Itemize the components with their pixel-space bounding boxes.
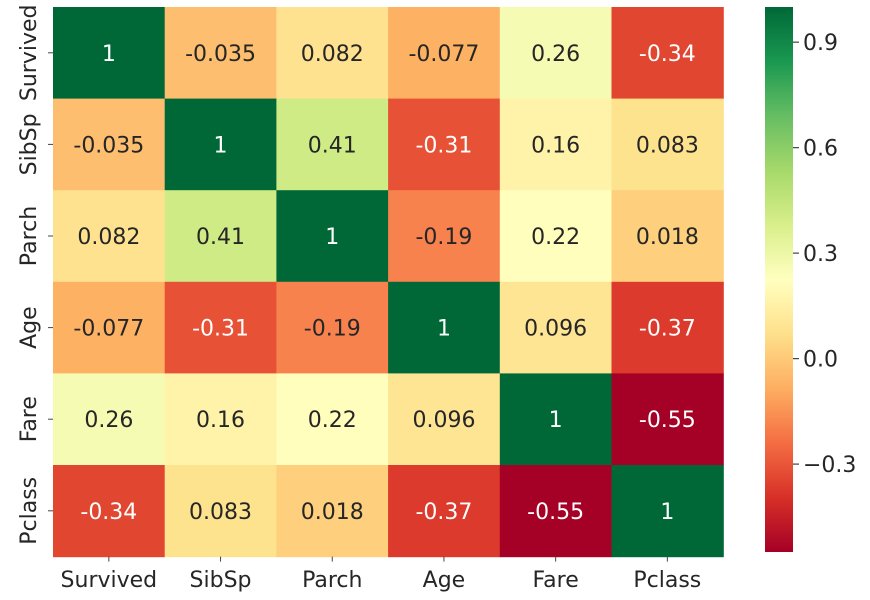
y-tick-label: Parch bbox=[17, 206, 42, 266]
cell-annotation: 0.096 bbox=[412, 408, 475, 433]
colorbar-tick-label: −0.3 bbox=[803, 453, 856, 478]
heatmap-cell bbox=[611, 281, 724, 374]
heatmap-cell bbox=[276, 373, 389, 466]
heatmap-cell bbox=[164, 7, 277, 100]
cell-annotation: 1 bbox=[660, 500, 674, 525]
heatmap-cell bbox=[164, 465, 277, 558]
colorbar-tick-label: 0.3 bbox=[803, 242, 838, 267]
cell-annotation: 0.083 bbox=[636, 133, 699, 158]
heatmap-cell bbox=[611, 465, 724, 558]
cell-annotation: -0.19 bbox=[415, 225, 472, 250]
heatmap-cell bbox=[388, 373, 501, 466]
heatmap-cell bbox=[499, 190, 613, 283]
heatmap-cell bbox=[53, 373, 166, 466]
cell-annotation: 0.018 bbox=[636, 225, 699, 250]
cell-annotation: 0.22 bbox=[308, 408, 357, 433]
heatmap-cell bbox=[611, 190, 724, 283]
heatmap-cell bbox=[53, 190, 166, 283]
cell-annotation: -0.31 bbox=[192, 317, 249, 342]
cell-annotation: 0.41 bbox=[196, 225, 245, 250]
cell-annotation: -0.55 bbox=[639, 408, 696, 433]
heatmap-cell bbox=[276, 190, 389, 283]
cell-annotation: -0.55 bbox=[527, 500, 584, 525]
y-tick-label: Survived bbox=[17, 4, 42, 101]
colorbar-tick-label: 0.0 bbox=[803, 348, 838, 373]
heatmap-cell bbox=[611, 373, 724, 466]
cell-annotation: 1 bbox=[437, 317, 451, 342]
heatmap-cell bbox=[53, 465, 166, 558]
heatmap-cell bbox=[164, 373, 277, 466]
cell-annotation: -0.035 bbox=[185, 42, 256, 67]
cell-annotation: 0.082 bbox=[301, 42, 364, 67]
cell-annotation: 0.22 bbox=[531, 225, 580, 250]
cell-annotation: 1 bbox=[214, 133, 228, 158]
heatmap-cell bbox=[499, 465, 613, 558]
x-tick-label: Parch bbox=[302, 568, 362, 593]
cell-annotation: 1 bbox=[325, 225, 339, 250]
heatmap-cells bbox=[53, 7, 724, 558]
colorbar-tick-label: 0.6 bbox=[803, 137, 838, 162]
cell-annotation: -0.34 bbox=[80, 500, 137, 525]
cell-annotation: 0.26 bbox=[84, 408, 133, 433]
cell-annotation: -0.37 bbox=[639, 317, 696, 342]
y-tick-label: SibSp bbox=[17, 113, 42, 175]
heatmap-cell bbox=[53, 98, 166, 191]
heatmap-cell bbox=[53, 281, 166, 374]
heatmap-cell bbox=[388, 7, 501, 100]
x-tick-label: Pclass bbox=[633, 568, 701, 593]
heatmap-cell bbox=[499, 373, 613, 466]
cell-annotation: -0.31 bbox=[415, 133, 472, 158]
cell-annotation: 0.082 bbox=[77, 225, 140, 250]
heatmap-cell bbox=[499, 281, 613, 374]
y-tick-label: Age bbox=[17, 306, 42, 349]
heatmap-cell bbox=[276, 281, 389, 374]
cell-annotation: -0.34 bbox=[639, 42, 696, 67]
cell-annotation: 0.26 bbox=[531, 42, 580, 67]
cell-annotation: -0.37 bbox=[415, 500, 472, 525]
cell-annotation: 0.16 bbox=[196, 408, 245, 433]
heatmap-cell bbox=[388, 98, 501, 191]
cell-annotation: 0.16 bbox=[531, 133, 580, 158]
colorbar-ticks: 0.9 0.6 0.3 0.0 −0.3 bbox=[793, 31, 856, 478]
heatmap-cell bbox=[164, 281, 277, 374]
x-tick-label: Age bbox=[423, 568, 466, 593]
heatmap-cell bbox=[611, 98, 724, 191]
cell-annotation: -0.077 bbox=[73, 317, 144, 342]
cell-annotations: 1 -0.035 0.082 -0.077 0.26 -0.34 -0.035 1 0.41 -0… bbox=[73, 42, 698, 525]
y-tick-label: Pclass bbox=[17, 477, 42, 545]
colorbar bbox=[765, 7, 793, 552]
cell-annotation: 0.018 bbox=[301, 500, 364, 525]
x-tick-label: Fare bbox=[533, 568, 579, 593]
colorbar-tick-label: 0.9 bbox=[803, 31, 838, 56]
cell-annotation: 0.096 bbox=[524, 317, 587, 342]
heatmap-cell bbox=[164, 190, 277, 283]
cell-annotation: 1 bbox=[549, 408, 563, 433]
cell-annotation: 0.083 bbox=[189, 500, 252, 525]
heatmap-cell bbox=[388, 281, 501, 374]
heatmap-cell bbox=[276, 465, 389, 558]
cell-annotation: 1 bbox=[102, 42, 116, 67]
x-axis-tick-labels: Survived SibSp Parch Age Fare Pclass bbox=[61, 556, 701, 593]
y-tick-label: Fare bbox=[17, 396, 42, 442]
heatmap-cell bbox=[53, 7, 166, 100]
y-axis-tick-labels: Survived SibSp Parch Age Fare Pclass bbox=[17, 4, 53, 545]
heatmap-cell bbox=[611, 7, 724, 100]
heatmap-cell bbox=[388, 465, 501, 558]
cell-annotation: -0.19 bbox=[304, 317, 361, 342]
x-tick-label: Survived bbox=[61, 568, 158, 593]
heatmap-cell bbox=[499, 7, 613, 100]
heatmap-cell bbox=[276, 7, 389, 100]
cell-annotation: -0.077 bbox=[408, 42, 479, 67]
cell-annotation: -0.035 bbox=[73, 133, 144, 158]
heatmap-cell bbox=[276, 98, 389, 191]
cell-annotation: 0.41 bbox=[308, 133, 357, 158]
heatmap-cell bbox=[388, 190, 501, 283]
heatmap-cell bbox=[164, 98, 277, 191]
x-tick-label: SibSp bbox=[190, 568, 252, 593]
heatmap-cell bbox=[499, 98, 613, 191]
